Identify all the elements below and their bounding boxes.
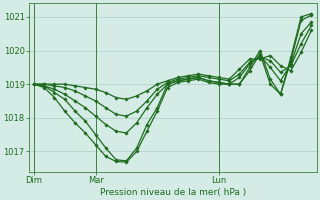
X-axis label: Pression niveau de la mer( hPa ): Pression niveau de la mer( hPa ) xyxy=(100,188,246,197)
